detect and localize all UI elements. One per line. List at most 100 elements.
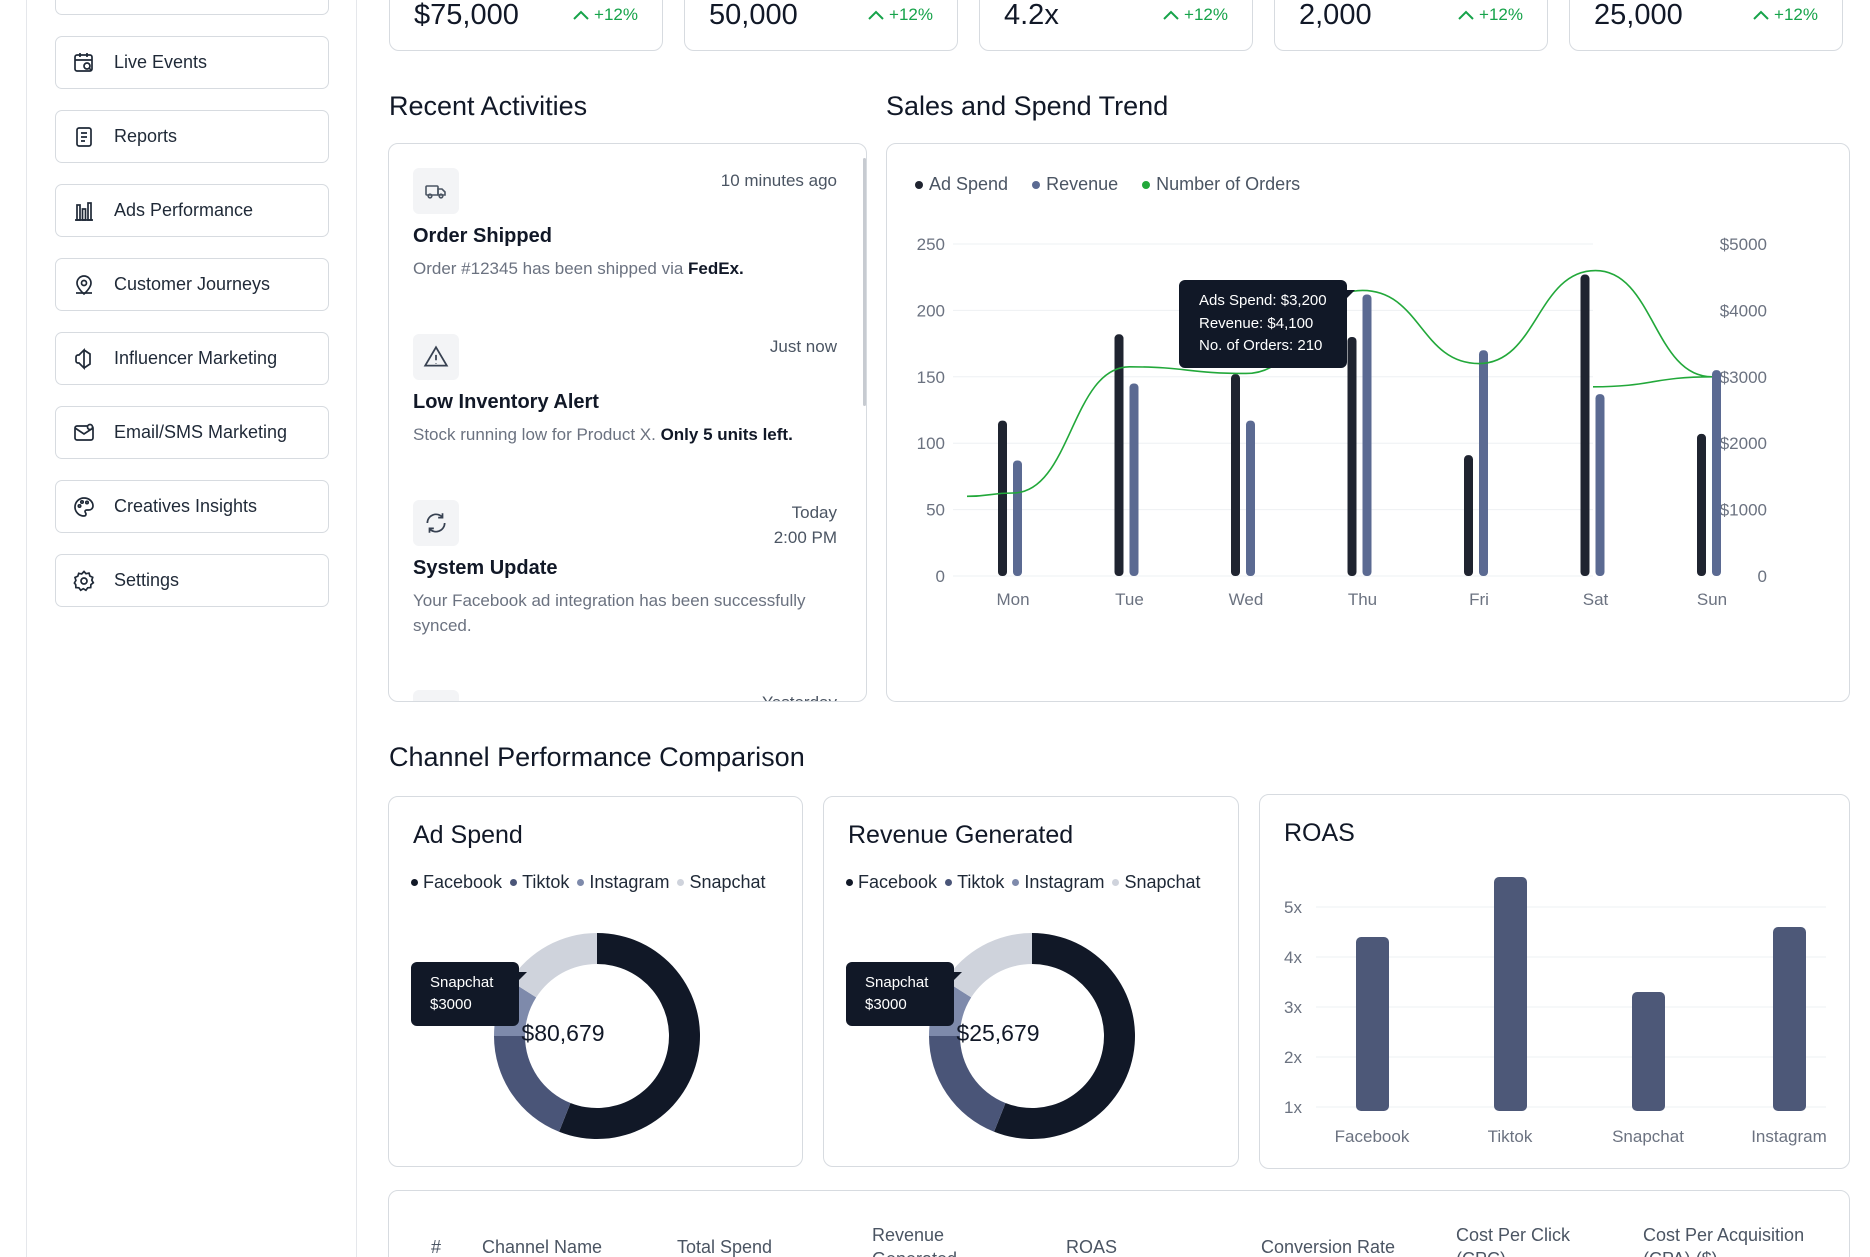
legend-label: Snapchat	[689, 872, 766, 892]
bar-revenue	[1595, 394, 1605, 576]
legend-item-orders[interactable]: Number of Orders	[1142, 174, 1300, 195]
roas-card: ROAS 1x 2x 3x 4x 5x Facebook Tiktok Snapchat Ins…	[1259, 794, 1850, 1169]
activity-description-text: Stock running low for Product X.	[413, 425, 661, 444]
donut-slice-tiktok	[929, 1036, 1006, 1132]
table-header-conversion-rate[interactable]: Conversion Rate	[1261, 1237, 1396, 1257]
legend-item-tiktok[interactable]: Tiktok	[510, 872, 569, 893]
tooltip-value: $3000	[430, 996, 472, 1013]
sidebar-item-reports[interactable]: Reports	[55, 110, 329, 163]
sidebar-item-label: Settings	[114, 570, 180, 590]
legend-label: Revenue	[1046, 174, 1119, 194]
y-tick: 2x	[1284, 1048, 1302, 1067]
table-header-index[interactable]: #	[431, 1237, 442, 1257]
bar-roas-tiktok	[1494, 877, 1527, 1111]
sidebar-item-email-sms-marketing[interactable]: Email/SMS Marketing	[55, 406, 329, 459]
table-header-channel-name[interactable]: Channel Name	[482, 1237, 603, 1257]
kpi-card-roas: 4.2x +12%	[979, 0, 1253, 51]
kpi-change: +12%	[572, 5, 638, 25]
palette-icon	[71, 494, 97, 520]
sidebar-item-live-events[interactable]: Live Events	[55, 36, 329, 89]
activity-time-clock: 2:00 PM	[773, 528, 837, 547]
arrow-up-icon	[868, 10, 884, 20]
legend-item-instagram[interactable]: Instagram	[1012, 872, 1104, 893]
y-tick: 5x	[1284, 898, 1302, 917]
table-header-cpa[interactable]: Cost Per Acquisition (CPA) ($)	[1643, 1225, 1805, 1257]
activity-item[interactable]: Yesterday	[413, 690, 837, 701]
bar-ad-spend	[1231, 374, 1240, 576]
activity-description-bold: Only 5 units left.	[660, 425, 793, 444]
arrow-up-icon	[1163, 10, 1179, 20]
bar-ad-spend	[1580, 274, 1590, 576]
gear-icon	[71, 568, 97, 594]
activity-item[interactable]: 10 minutes ago Order Shipped Order #1234…	[413, 168, 837, 288]
donut-slice-snapchat	[510, 933, 597, 998]
legend-item-revenue[interactable]: Revenue	[1032, 174, 1118, 195]
x-tick: Fri	[1469, 590, 1489, 609]
recent-activities-title: Recent Activities	[389, 91, 588, 121]
sidebar-item-influencer-marketing[interactable]: Influencer Marketing	[55, 332, 329, 385]
table-header-roas[interactable]: ROAS	[1066, 1237, 1118, 1257]
bar-chart-icon	[71, 198, 97, 224]
legend-dot	[510, 879, 518, 886]
y-left-tick: 100	[917, 434, 945, 453]
activities-scrollbar[interactable]	[863, 158, 866, 406]
sidebar-item-label: Reports	[114, 126, 178, 146]
roas-chart: 1x 2x 3x 4x 5x Facebook Tiktok Snapchat Instagra…	[1284, 877, 1827, 1146]
donut-slice-snapchat	[945, 933, 1032, 998]
sidebar-item-creatives-insights[interactable]: Creatives Insights	[55, 480, 329, 533]
kpi-value: 4.2x	[1004, 0, 1059, 31]
kpi-card-revenue: 50,000 +12%	[684, 0, 958, 51]
legend-label: Facebook	[423, 872, 503, 892]
legend-item-snapchat[interactable]: Snapchat	[1112, 872, 1201, 893]
activity-description: Order #12345 has been shipped via FedEx.	[413, 256, 837, 281]
kpi-change-value: +12%	[1184, 5, 1228, 24]
kpi-change-value: +12%	[1774, 5, 1818, 24]
legend-item-facebook[interactable]: Facebook	[846, 872, 937, 893]
activity-description: Your Facebook ad integration has been su…	[413, 591, 806, 635]
sidebar-item-ads-performance[interactable]: Ads Performance	[55, 184, 329, 237]
y-right-tick: $1000	[1720, 501, 1767, 520]
ad-spend-card: Ad Spend Facebook Tiktok Instagram Snapc…	[388, 796, 803, 1167]
bar-roas-snapchat	[1632, 992, 1665, 1111]
channel-table: # Channel Name Total Spend Revenue Gener…	[388, 1190, 1850, 1257]
activity-item[interactable]: Just now Low Inventory Alert Stock runni…	[413, 334, 837, 454]
y-left-tick: 250	[917, 235, 945, 254]
legend-dot	[1112, 879, 1120, 886]
trend-title: Sales and Spend Trend	[886, 91, 1169, 121]
legend-item-ad-spend[interactable]: Ad Spend	[915, 174, 1008, 195]
sidebar-item-customer-journeys[interactable]: Customer Journeys	[55, 258, 329, 311]
x-tick: Facebook	[1335, 1127, 1410, 1146]
x-tick: Wed	[1229, 590, 1264, 609]
sidebar-item-partial[interactable]	[55, 0, 329, 15]
legend-item-tiktok[interactable]: Tiktok	[945, 872, 1004, 893]
activity-title: System Update	[413, 557, 558, 579]
legend-item-snapchat[interactable]: Snapchat	[677, 872, 766, 893]
line-number-of-orders	[966, 269, 1713, 498]
table-header-total-spend[interactable]: Total Spend	[677, 1237, 773, 1257]
mail-icon	[71, 420, 97, 446]
bar-ad-spend	[1347, 336, 1357, 576]
revenue-card: Revenue Generated Facebook Tiktok Instag…	[823, 796, 1239, 1167]
sidebar-item-settings[interactable]: Settings	[55, 554, 329, 607]
legend-item-instagram[interactable]: Instagram	[577, 872, 669, 893]
bar-revenue	[1479, 350, 1488, 576]
x-tick: Thu	[1348, 590, 1377, 609]
kpi-card-total-spend: $75,000 +12%	[389, 0, 663, 51]
x-tick: Sat	[1583, 590, 1609, 609]
table-header-revenue[interactable]: Revenue Generated	[872, 1225, 957, 1257]
legend-label: Tiktok	[522, 872, 570, 892]
legend-label: Instagram	[589, 872, 670, 892]
kpi-value: 25,000	[1594, 0, 1683, 31]
recent-activities-card: 10 minutes ago Order Shipped Order #1234…	[388, 143, 867, 702]
legend-item-facebook[interactable]: Facebook	[411, 872, 502, 893]
table-header-cpc[interactable]: Cost Per Click (CPC)	[1456, 1225, 1571, 1257]
y-left-tick: 50	[926, 501, 945, 520]
arrow-up-icon	[1753, 10, 1769, 20]
y-tick: 3x	[1284, 998, 1302, 1017]
y-right-tick: $4000	[1720, 301, 1767, 320]
activity-item[interactable]: Today 2:00 PM System Update Your Facebook…	[413, 500, 837, 650]
tooltip-value: $3000	[865, 996, 907, 1013]
kpi-change-value: +12%	[1479, 5, 1523, 24]
bar-ad-spend	[1114, 334, 1124, 576]
activity-time: Today 2:00 PM	[774, 500, 837, 550]
